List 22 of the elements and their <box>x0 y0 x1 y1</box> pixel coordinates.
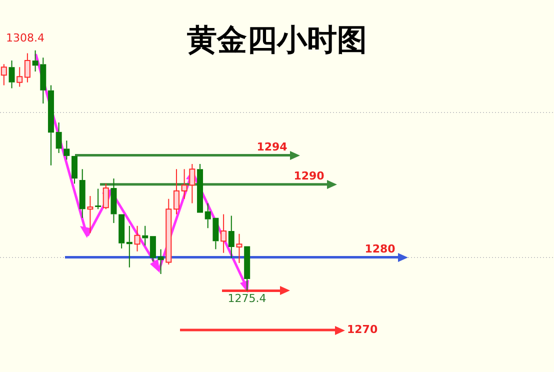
ref-line-label: 1280 <box>364 242 396 256</box>
candlestick <box>8 60 15 89</box>
candlestick <box>79 168 86 218</box>
ref-line-label: 1275.4 <box>228 292 266 306</box>
candlestick <box>126 225 132 268</box>
candlestick <box>118 214 125 249</box>
candlestick <box>64 140 70 160</box>
candlestick <box>158 248 164 274</box>
ref-line-label: 1270 <box>347 322 378 336</box>
chart-title: 黄金四小时图 <box>187 23 367 58</box>
candlestick <box>110 178 117 224</box>
candlestick <box>72 156 78 184</box>
annotation: 1308.4 <box>6 32 45 45</box>
candlestick <box>228 215 234 258</box>
candlestick <box>95 188 102 210</box>
candlestick <box>56 122 62 154</box>
candlestick <box>142 225 148 246</box>
candlestick <box>150 236 156 262</box>
ref-line-label: 1290 <box>294 170 325 183</box>
candlestick <box>197 163 204 213</box>
ref-line-label: 1294 <box>256 140 288 154</box>
candlestick <box>48 84 54 166</box>
